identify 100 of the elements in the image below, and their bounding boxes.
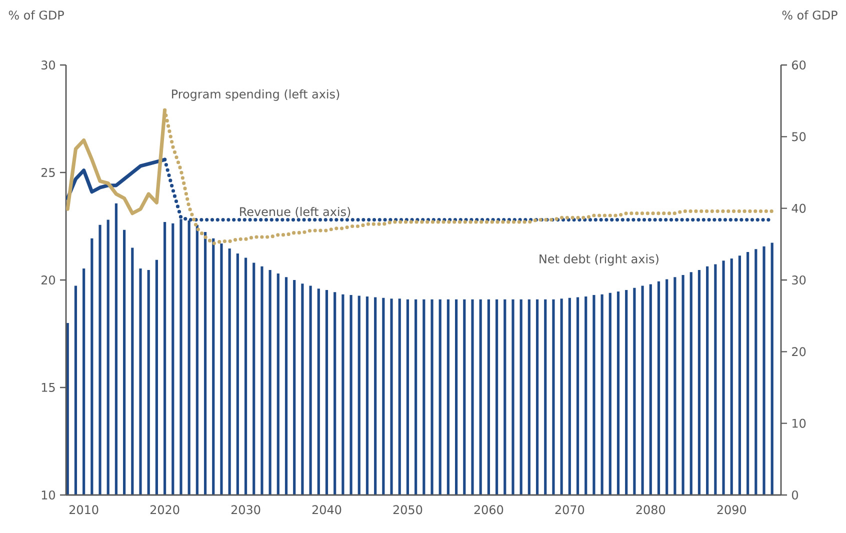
bar <box>754 249 758 495</box>
series-label: Revenue (left axis) <box>240 206 350 218</box>
bar <box>74 286 78 495</box>
bar <box>584 296 588 495</box>
y2-tick-label: 30 <box>792 275 806 285</box>
bar <box>722 260 725 495</box>
bar <box>706 266 709 495</box>
y-tick-label: 10 <box>42 490 56 500</box>
bar <box>512 299 514 495</box>
bar <box>674 277 676 495</box>
bar <box>616 291 620 495</box>
y2-tick-label: 10 <box>792 418 806 428</box>
bar <box>536 299 539 495</box>
y-axis-title: % of GDP <box>8 10 64 20</box>
x-tick-label: 2080 <box>636 505 666 514</box>
bar <box>382 298 385 495</box>
y2-tick-label: 40 <box>792 204 806 213</box>
bar <box>398 298 401 495</box>
bar <box>446 299 450 495</box>
bar <box>82 268 86 495</box>
y2-tick-label: 50 <box>792 132 806 142</box>
bar <box>625 290 628 495</box>
bar <box>560 298 563 495</box>
x-tick-label: 2090 <box>717 505 746 514</box>
bar <box>479 299 482 495</box>
bar <box>284 277 288 495</box>
bar <box>714 264 717 495</box>
y-tick-label: 30 <box>42 60 56 70</box>
x-tick-label: 2040 <box>312 505 342 514</box>
bar <box>568 298 571 495</box>
bar <box>163 222 166 495</box>
bar <box>504 299 506 495</box>
bar <box>544 299 547 495</box>
bar <box>228 248 231 495</box>
bar <box>770 242 774 495</box>
bar <box>147 270 150 495</box>
bar <box>123 230 126 495</box>
y-tick-label: 20 <box>41 275 56 285</box>
series-label: Net debt (right axis) <box>540 254 658 266</box>
bar <box>244 258 248 495</box>
bar <box>309 286 312 495</box>
bar <box>528 299 530 495</box>
y2-tick-label: 0 <box>792 490 798 500</box>
bar <box>301 284 304 495</box>
bar <box>592 295 596 495</box>
bar <box>746 252 750 495</box>
bar <box>155 260 158 495</box>
bar <box>762 246 766 495</box>
bar <box>131 248 134 495</box>
bar <box>633 288 636 495</box>
x-tick-label: 2070 <box>555 505 584 514</box>
bar <box>317 288 320 495</box>
x-tick-label: 2020 <box>150 505 180 514</box>
bar <box>204 232 207 495</box>
bar <box>334 292 336 495</box>
bar <box>220 243 223 495</box>
bar <box>260 266 264 495</box>
bar <box>293 280 296 495</box>
bar <box>114 203 118 495</box>
bar <box>236 253 239 495</box>
y2-tick-label: 60 <box>792 60 806 70</box>
bar <box>139 268 142 495</box>
bar <box>682 274 684 495</box>
y-tick-label: 15 <box>42 383 55 392</box>
bar <box>495 299 498 495</box>
bar <box>487 299 490 495</box>
bar <box>600 294 604 495</box>
x-tick-label: 2060 <box>474 505 504 514</box>
bar <box>641 286 644 495</box>
x-tick-label: 2030 <box>231 505 260 514</box>
x-tick-label: 2010 <box>69 505 98 514</box>
bar <box>454 299 458 495</box>
bar <box>90 238 94 495</box>
bar <box>690 272 692 495</box>
bar <box>268 270 272 495</box>
bar <box>471 299 474 495</box>
bar <box>172 223 174 495</box>
bar <box>350 295 352 495</box>
bar <box>342 294 344 495</box>
bar <box>422 299 426 495</box>
bar <box>366 296 369 495</box>
y2-axis-title: % of GDP <box>782 10 838 20</box>
bar <box>608 292 612 495</box>
bar <box>414 299 418 495</box>
bar <box>106 220 110 495</box>
bar <box>406 299 410 495</box>
y-tick-label: 25 <box>41 168 55 178</box>
bar <box>358 296 360 495</box>
bar <box>212 238 215 495</box>
bar <box>390 298 393 495</box>
bar <box>430 299 434 495</box>
bar <box>698 270 701 495</box>
bar <box>98 224 102 495</box>
bar <box>438 299 442 495</box>
bar <box>374 297 377 495</box>
bar <box>730 258 733 495</box>
bar <box>276 274 280 495</box>
bar <box>325 290 328 495</box>
y2-tick-label: 20 <box>792 347 806 356</box>
bar <box>66 323 69 495</box>
